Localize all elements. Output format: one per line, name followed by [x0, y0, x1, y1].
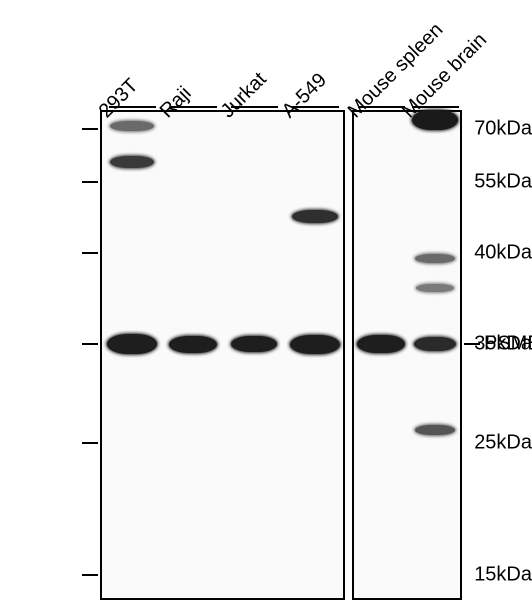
mw-tick-25 [82, 442, 98, 444]
mw-tick-15 [82, 574, 98, 576]
mw-tick-35 [82, 343, 98, 345]
mw-label-15: 15kDa [452, 564, 532, 587]
mw-label-40: 40kDa [452, 242, 532, 265]
band [169, 336, 217, 353]
lane-underline-a549 [292, 106, 339, 108]
blot-panel-right [352, 110, 462, 600]
band [292, 210, 338, 223]
band [107, 334, 157, 354]
target-tick-psme3 [464, 343, 480, 345]
target-label-psme3: PSME3 [484, 333, 532, 356]
band [357, 335, 405, 353]
band [412, 110, 458, 130]
band [416, 284, 454, 292]
mw-tick-55 [82, 181, 98, 183]
band [231, 336, 277, 352]
lane-underline-mouse-brain [412, 106, 459, 108]
band [414, 337, 456, 351]
band [290, 335, 340, 354]
band [110, 121, 154, 131]
mw-label-25: 25kDa [452, 432, 532, 455]
blot-panel-left [100, 110, 345, 600]
mw-tick-70 [82, 128, 98, 130]
western-blot-figure: 70kDa 55kDa 40kDa 35kDa 25kDa 15kDa 293T… [0, 0, 532, 608]
band [415, 254, 455, 263]
lane-underline-293t [109, 106, 156, 108]
mw-tick-40 [82, 252, 98, 254]
lane-underline-jurkat [231, 106, 278, 108]
band [415, 425, 455, 435]
mw-label-55: 55kDa [452, 171, 532, 194]
band [110, 156, 154, 168]
lane-underline-raji [170, 106, 217, 108]
mw-label-70: 70kDa [452, 118, 532, 141]
